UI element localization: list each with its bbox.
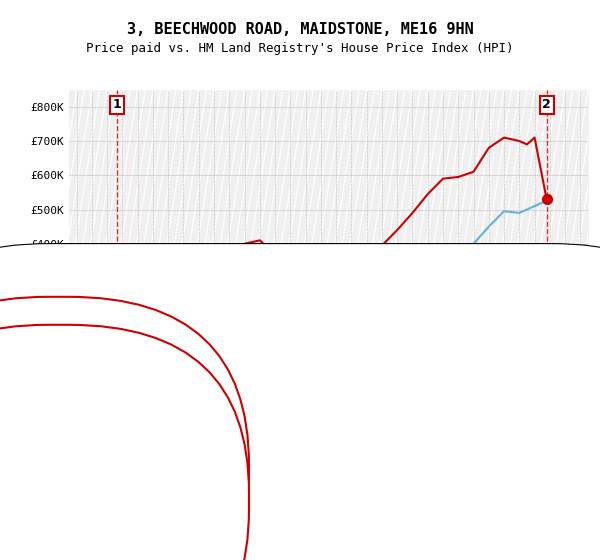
Text: 1: 1 <box>55 467 62 480</box>
Text: 16-OCT-2024: 16-OCT-2024 <box>84 495 163 508</box>
Text: 21-AUG-1996: 21-AUG-1996 <box>84 467 163 480</box>
Text: 3, BEECHWOOD ROAD, MAIDSTONE, ME16 9HN: 3, BEECHWOOD ROAD, MAIDSTONE, ME16 9HN <box>127 22 473 38</box>
Text: HPI: Average price, detached house, Maidstone: HPI: Average price, detached house, Maid… <box>81 440 362 450</box>
Text: £530,000: £530,000 <box>216 495 273 508</box>
Text: £130,000: £130,000 <box>216 467 273 480</box>
Text: 2: 2 <box>55 495 62 508</box>
Text: 19% ↑ HPI: 19% ↑ HPI <box>360 467 424 480</box>
Text: —: — <box>60 411 70 429</box>
Text: 1: 1 <box>113 99 121 111</box>
Text: 3, BEECHWOOD ROAD, MAIDSTONE, ME16 9HN (detached house): 3, BEECHWOOD ROAD, MAIDSTONE, ME16 9HN (… <box>81 416 425 426</box>
Text: Price paid vs. HM Land Registry's House Price Index (HPI): Price paid vs. HM Land Registry's House … <box>86 42 514 55</box>
Text: 6% ↓ HPI: 6% ↓ HPI <box>360 495 417 508</box>
Text: —: — <box>60 435 70 453</box>
Text: 2: 2 <box>542 99 551 111</box>
Text: Contains HM Land Registry data © Crown copyright and database right 2025.
This d: Contains HM Land Registry data © Crown c… <box>48 529 440 549</box>
